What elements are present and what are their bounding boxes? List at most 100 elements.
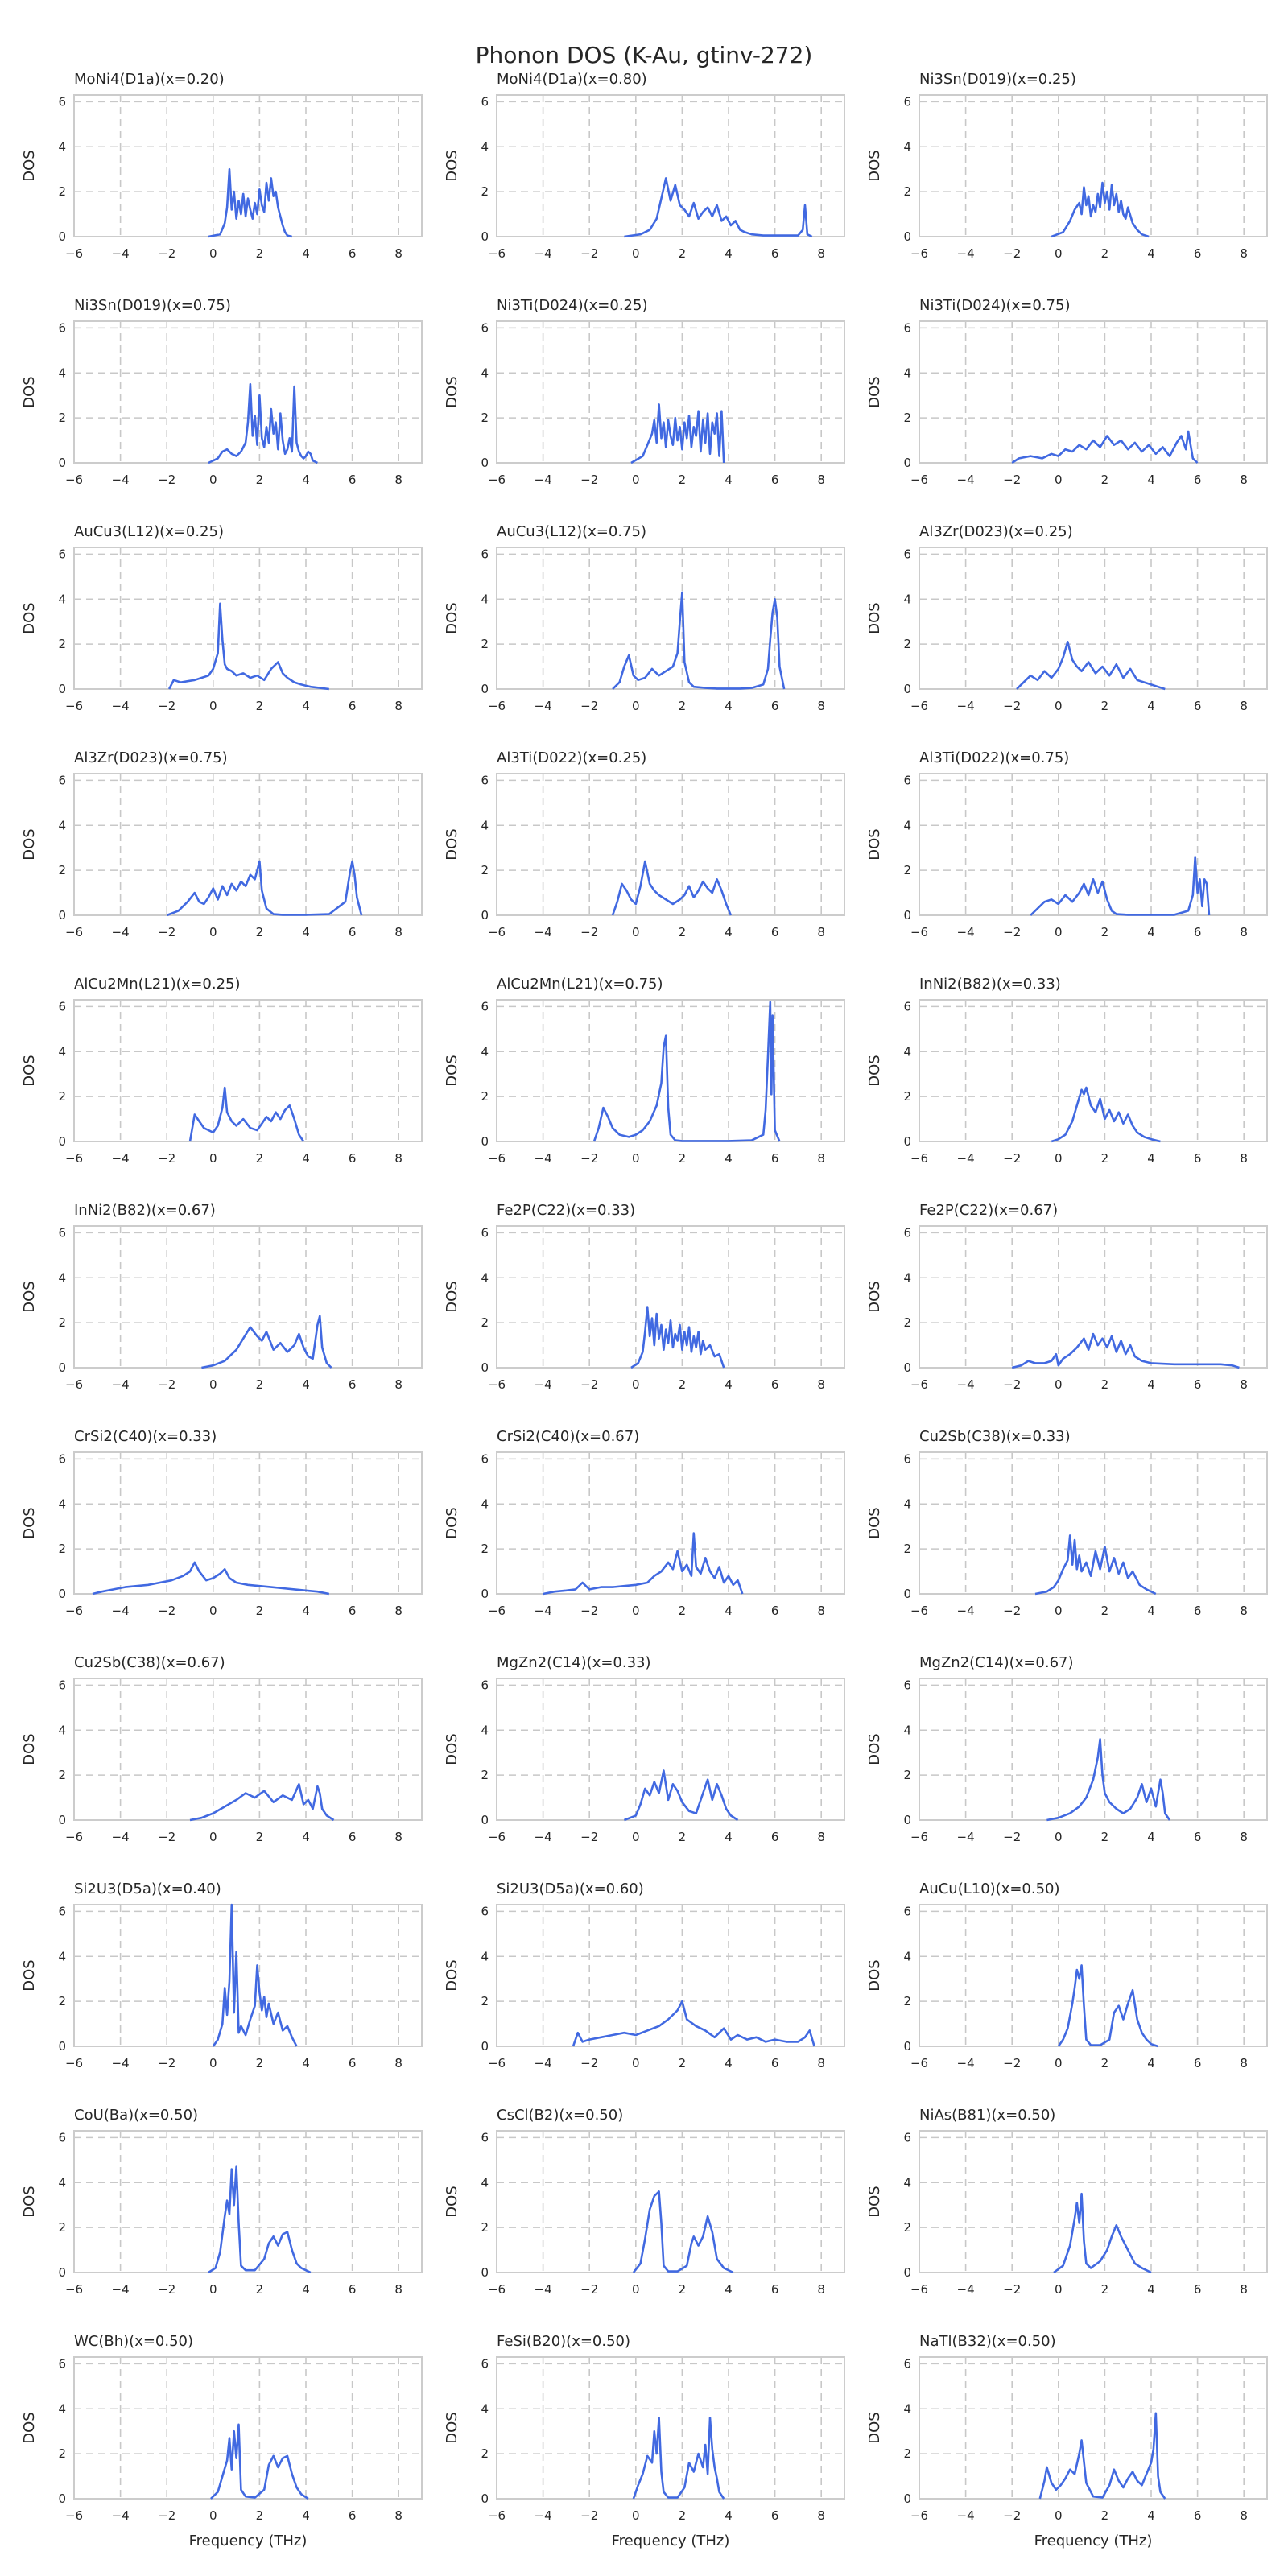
x-tick-label: −4 <box>535 2056 552 2070</box>
y-axis-label: DOS <box>21 602 38 634</box>
x-tick-label: −2 <box>158 1604 175 1618</box>
subplot: −6 −4 −2 0 2 4 6 8 0 2 4 6 DOS Si2U3(D5a)(x=0.40) <box>21 1880 423 2070</box>
y-tick-label: 6 <box>481 94 489 109</box>
plot-frame <box>73 999 423 1142</box>
dos-line <box>632 2417 725 2500</box>
x-tick-label: −4 <box>957 699 975 713</box>
x-tick-label: −4 <box>535 1604 552 1618</box>
x-tick-label: −4 <box>535 2282 552 2297</box>
x-tick-label: 0 <box>632 246 640 261</box>
y-tick-label: 6 <box>58 1451 66 1466</box>
x-tick-label: 0 <box>632 2282 640 2297</box>
plot-frame <box>919 2356 1268 2500</box>
x-tick-label: −6 <box>65 1604 83 1618</box>
subplot-title: NaTl(B32)(x=0.50) <box>919 2333 1056 2350</box>
x-tick-label: −6 <box>488 1151 506 1166</box>
x-tick-label: −4 <box>112 925 130 939</box>
x-tick-label: −2 <box>158 925 175 939</box>
x-tick-label: 0 <box>209 2282 217 2297</box>
dos-line <box>1051 181 1150 238</box>
y-axis-label: DOS <box>444 150 460 181</box>
x-tick-label: 4 <box>302 925 310 939</box>
x-tick-label: 2 <box>1101 1604 1109 1618</box>
dos-line <box>208 382 318 464</box>
y-axis-label: DOS <box>866 602 883 634</box>
y-tick-label: 0 <box>58 682 66 696</box>
x-tick-label: 8 <box>1240 1604 1248 1618</box>
y-tick-label: 4 <box>58 1949 66 1963</box>
x-tick-label: 4 <box>724 2056 733 2070</box>
y-tick-label: 0 <box>481 2491 489 2506</box>
x-tick-label: −4 <box>957 925 975 939</box>
y-tick-label: 4 <box>58 592 66 606</box>
x-tick-label: −4 <box>957 2056 975 2070</box>
dos-line <box>167 602 329 691</box>
y-axis-label: DOS <box>866 1959 883 1991</box>
x-tick-label: 2 <box>256 1604 264 1618</box>
y-tick-label: 0 <box>58 1134 66 1149</box>
x-tick-label: 6 <box>349 1151 357 1166</box>
x-tick-label: −4 <box>957 246 975 261</box>
x-tick-label: 4 <box>1147 1604 1155 1618</box>
y-tick-label: 0 <box>58 908 66 923</box>
y-axis-label: DOS <box>866 2412 883 2443</box>
x-tick-label: −6 <box>488 246 506 261</box>
subplot-title: Al3Zr(D023)(x=0.25) <box>919 523 1073 540</box>
y-tick-label: 2 <box>481 1542 489 1556</box>
x-tick-label: 4 <box>302 699 310 713</box>
x-tick-label: −4 <box>535 473 552 487</box>
subplot: −6 −4 −2 0 2 4 6 8 0 2 4 6 DOS AuCu3(L12)(x=0.75) <box>444 523 845 713</box>
y-tick-label: 4 <box>58 1496 66 1511</box>
x-tick-label: 0 <box>209 2056 217 2070</box>
plot-frame <box>73 773 423 916</box>
x-tick-label: −4 <box>112 1604 130 1618</box>
y-axis-label: DOS <box>21 1959 38 1991</box>
x-tick-label: 4 <box>302 2056 310 2070</box>
figure-title: Phonon DOS (K-Au, gtinv-272) <box>475 42 813 68</box>
x-tick-label: 0 <box>209 473 217 487</box>
x-tick-label: 4 <box>1147 246 1155 261</box>
plot-frame <box>73 1904 423 2047</box>
x-tick-label: 0 <box>209 1377 217 1392</box>
x-tick-label: 8 <box>394 1604 402 1618</box>
x-tick-label: 0 <box>632 925 640 939</box>
x-tick-label: 2 <box>1101 925 1109 939</box>
x-tick-label: 0 <box>209 1830 217 1844</box>
x-tick-label: 8 <box>394 246 402 261</box>
x-tick-label: 6 <box>349 2056 357 2070</box>
y-axis-label: DOS <box>444 828 460 860</box>
x-axis-label: Frequency (THz) <box>612 2533 730 2549</box>
y-tick-label: 2 <box>481 1994 489 2008</box>
x-tick-label: 8 <box>817 925 825 939</box>
x-tick-label: 2 <box>256 1377 264 1392</box>
x-tick-label: −2 <box>158 246 175 261</box>
x-tick-label: −2 <box>580 2508 598 2523</box>
x-tick-label: −6 <box>65 699 83 713</box>
x-tick-label: 4 <box>1147 1830 1155 1844</box>
subplot-title: Si2U3(D5a)(x=0.60) <box>497 1880 644 1897</box>
x-tick-label: −4 <box>957 473 975 487</box>
dos-line <box>92 1561 330 1596</box>
x-tick-label: 0 <box>632 699 640 713</box>
x-tick-label: 4 <box>1147 2282 1155 2297</box>
x-tick-label: 4 <box>302 1604 310 1618</box>
subplot: −6 −4 −2 0 2 4 6 8 0 2 4 6 DOS NiAs(B81)(x=0.50) <box>866 2107 1268 2297</box>
y-tick-label: 2 <box>903 2446 911 2461</box>
x-tick-label: 0 <box>1055 2056 1063 2070</box>
y-axis-label: DOS <box>866 1733 883 1765</box>
plot-frame <box>496 1678 845 1821</box>
subplot: −6 −4 −2 0 2 4 6 8 0 2 4 6 DOS Ni3Sn(D019)(x=0.25) <box>866 71 1268 261</box>
subplot-title: Ni3Ti(D024)(x=0.25) <box>497 297 647 314</box>
y-tick-label: 0 <box>903 1587 911 1601</box>
y-tick-label: 2 <box>903 863 911 877</box>
x-tick-label: 2 <box>1101 1151 1109 1166</box>
subplot: −6 −4 −2 0 2 4 6 8 0 2 4 6 DOS Al3Ti(D022)(x=0.75) <box>866 749 1268 939</box>
dos-line <box>624 177 813 238</box>
y-tick-label: 6 <box>903 2130 911 2145</box>
x-tick-label: 6 <box>349 246 357 261</box>
y-tick-label: 2 <box>58 2220 66 2235</box>
x-tick-label: −2 <box>580 1830 598 1844</box>
x-tick-label: −2 <box>158 2056 175 2070</box>
y-tick-label: 0 <box>481 682 489 696</box>
